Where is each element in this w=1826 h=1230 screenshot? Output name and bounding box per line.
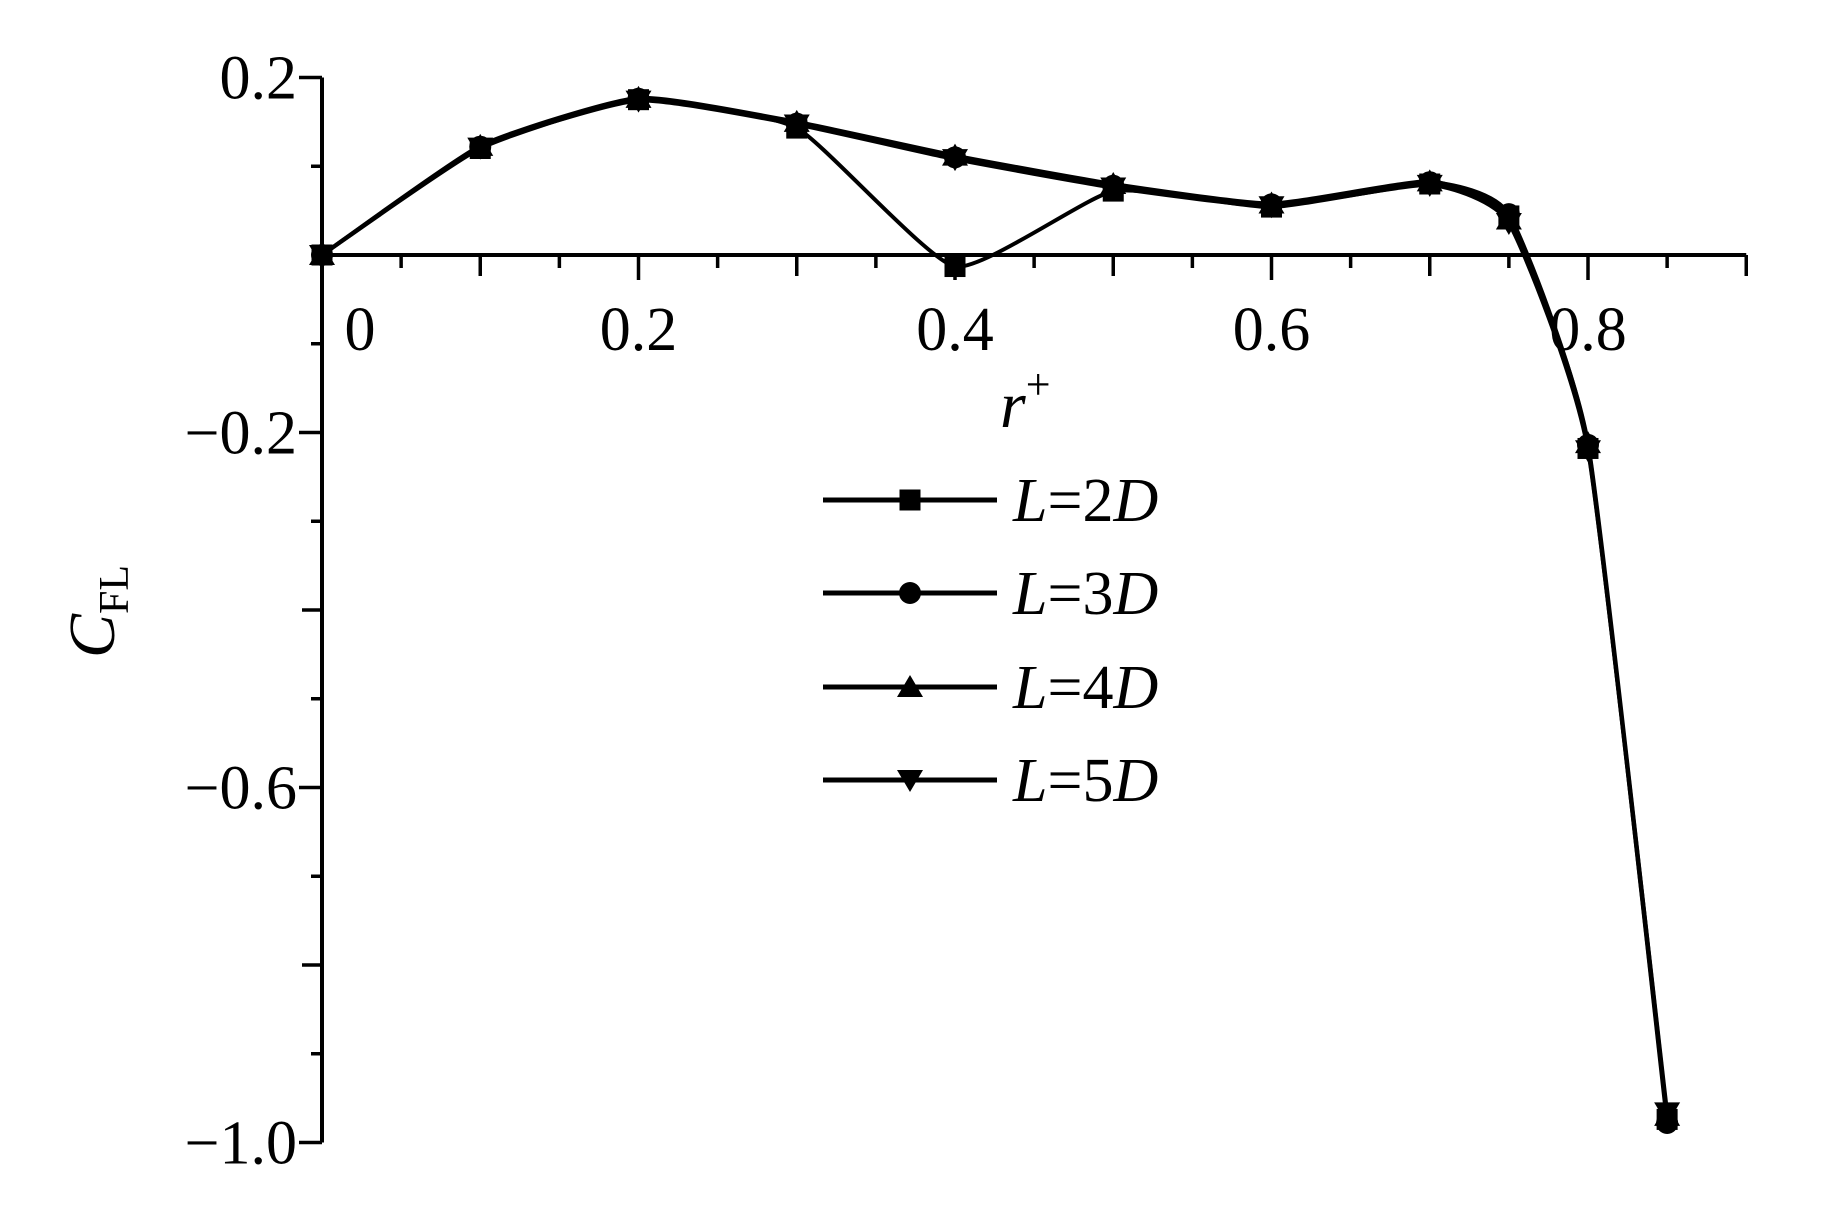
series-l-2d bbox=[311, 89, 1678, 1130]
legend-label-l-4d: L=4D bbox=[1012, 654, 1158, 722]
legend-item-l-4d: L=4D bbox=[823, 654, 1158, 722]
x-tick-label: 0.4 bbox=[916, 296, 994, 364]
marker-triangle-down bbox=[1100, 177, 1127, 200]
series-line-l-4d bbox=[320, 95, 1670, 1118]
y-axis-title: CFL bbox=[56, 565, 138, 658]
marker-triangle-down bbox=[1495, 213, 1522, 236]
legend-label-l-5d: L=5D bbox=[1012, 747, 1158, 815]
legend-marker-square bbox=[899, 489, 921, 511]
series-l-5d bbox=[309, 90, 1681, 1125]
legend-marker-circle bbox=[899, 582, 921, 604]
x-tick-label: 0 bbox=[345, 296, 376, 364]
legend-item-l-2d: L=2D bbox=[823, 467, 1158, 535]
legend-item-l-3d: L=3D bbox=[823, 560, 1158, 628]
series-l-3d bbox=[311, 87, 1679, 1134]
x-tick-label: 0.6 bbox=[1233, 296, 1311, 364]
legend: L=2D L=3D L=4D L=5D bbox=[823, 467, 1158, 815]
marker-triangle-down bbox=[1575, 440, 1601, 463]
legend-marker-triangle-up bbox=[897, 675, 923, 697]
marker-square bbox=[944, 256, 966, 278]
x-axis-title: r+ bbox=[1000, 360, 1051, 442]
y-tick-label: 0.2 bbox=[220, 45, 298, 113]
marker-triangle-down bbox=[309, 245, 335, 267]
marker-triangle-down bbox=[1416, 174, 1443, 197]
x-tick-label: 0.2 bbox=[600, 296, 678, 364]
series-group bbox=[309, 85, 1681, 1134]
y-tick-label: −0.6 bbox=[185, 755, 297, 823]
marker-triangle-down bbox=[1654, 1102, 1681, 1125]
series-l-4d bbox=[309, 85, 1681, 1126]
legend-label-l-2d: L=2D bbox=[1012, 467, 1158, 535]
marker-triangle-down bbox=[942, 149, 968, 172]
marker-triangle-down bbox=[625, 90, 652, 113]
y-tick-label: −0.2 bbox=[185, 400, 297, 468]
marker-triangle-down bbox=[467, 137, 494, 160]
legend-marker-triangle-down bbox=[897, 770, 923, 792]
series-line-l-2d bbox=[320, 97, 1670, 1122]
marker-triangle-down bbox=[783, 114, 810, 137]
y-tick-label: −1.0 bbox=[185, 1110, 297, 1178]
legend-item-l-5d: L=5D bbox=[823, 747, 1158, 815]
marker-triangle-down bbox=[1258, 196, 1285, 219]
legend-label-l-3d: L=3D bbox=[1012, 560, 1158, 628]
